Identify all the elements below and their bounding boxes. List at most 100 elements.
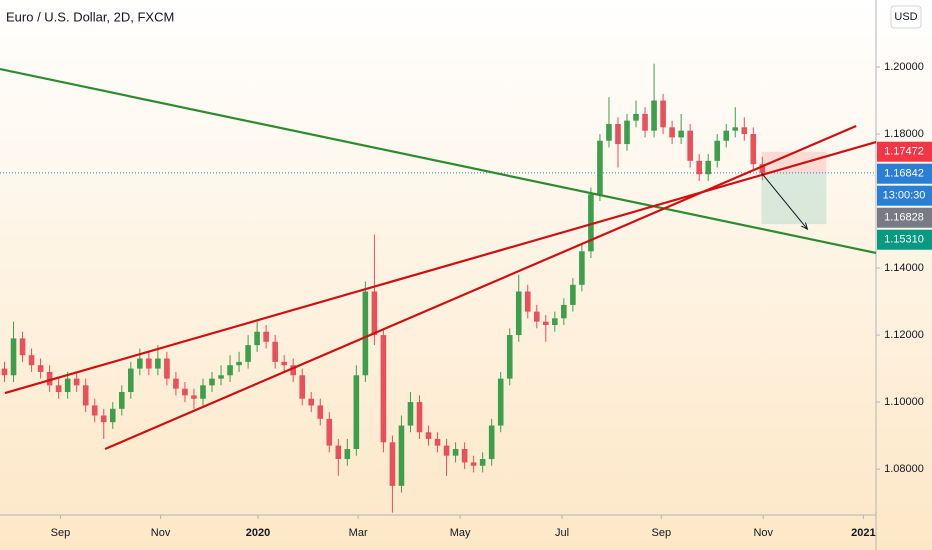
candle-body: [588, 194, 594, 252]
y-tick-label: 1.20000: [884, 61, 924, 73]
trend-line: [0, 67, 877, 255]
candle-body: [227, 365, 233, 376]
candle-body: [705, 160, 711, 175]
x-tick-label: Nov: [753, 527, 773, 539]
x-tick-label: Nov: [151, 527, 171, 539]
candle-body: [19, 338, 26, 356]
candle-body: [371, 291, 378, 336]
x-tick-label: 2021: [851, 527, 875, 539]
price-tag-label: 1.16828: [884, 212, 924, 224]
arrow: [761, 172, 808, 230]
currency-button[interactable]: [890, 5, 922, 29]
candle-body: [615, 123, 621, 145]
candle-body: [714, 140, 721, 161]
candle-body: [470, 462, 477, 466]
y-tick-label: 1.14000: [884, 262, 924, 274]
candle-body: [407, 402, 414, 426]
price-tag: [877, 163, 932, 184]
candle-body: [55, 385, 62, 393]
candle-body: [461, 448, 468, 463]
candle-body: [732, 127, 739, 131]
candle-body: [687, 130, 693, 161]
candle-body: [543, 321, 549, 326]
price-tag: [877, 229, 932, 250]
candle-body: [109, 408, 116, 423]
price-tag-label: 1.15310: [884, 234, 924, 246]
price-tag: [877, 141, 932, 162]
x-tick-label: Jul: [555, 527, 569, 539]
candle-body: [146, 358, 152, 369]
candle-body: [118, 392, 125, 409]
candle-body: [317, 405, 324, 419]
candle-body: [173, 378, 179, 389]
y-tick-label: 1.08000: [884, 463, 924, 475]
candle-body: [389, 442, 396, 486]
candle-body: [398, 425, 405, 486]
candle-body: [353, 375, 360, 449]
candle-body: [506, 335, 513, 379]
x-tick-label: Mar: [349, 527, 368, 539]
candle-body: [263, 331, 269, 342]
candle-body: [335, 445, 342, 460]
price-tag-label: 1.16842: [884, 168, 924, 180]
candle-body: [362, 291, 369, 376]
candle-body: [326, 418, 333, 446]
candle-body: [669, 127, 675, 138]
y-tick-label: 1.10000: [884, 396, 924, 408]
candle-body: [182, 388, 188, 396]
candle-body: [281, 361, 287, 366]
candle-body: [633, 113, 639, 121]
candle-body: [1, 368, 8, 376]
candle-body: [651, 100, 657, 131]
x-tick-label: Sep: [651, 527, 671, 539]
candle-body: [552, 318, 558, 326]
candle-body: [425, 432, 432, 439]
candle-body: [218, 375, 224, 379]
x-tick-label: May: [450, 527, 471, 539]
candle-body: [696, 160, 702, 175]
candle-body: [254, 331, 260, 346]
candle-body: [416, 402, 423, 433]
candle-body: [200, 385, 206, 399]
candle-body: [606, 123, 612, 141]
candle-body: [209, 378, 215, 386]
candle-body: [191, 395, 197, 399]
candle-body: [515, 291, 522, 336]
chart-title: Euro / U.S. Dollar, 2D, FXCM: [6, 9, 174, 24]
candle-body: [678, 130, 684, 138]
candle-body: [723, 130, 730, 141]
candle-body: [479, 459, 486, 466]
candle-body: [524, 291, 531, 312]
target-zone: [761, 172, 827, 225]
trend-line: [104, 124, 857, 451]
currency[interactable]: USD: [894, 11, 917, 23]
candle-body: [28, 355, 35, 366]
candle-body: [236, 361, 242, 366]
candle-body: [73, 378, 80, 386]
candle-body: [452, 448, 459, 456]
candle-body: [64, 378, 71, 393]
candle-body: [155, 358, 161, 369]
candle-body: [137, 358, 143, 369]
trend-line: [4, 141, 877, 395]
x-tick-label: Sep: [51, 527, 71, 539]
candle-body: [82, 385, 89, 406]
candle-body: [561, 304, 567, 319]
candle-body: [299, 375, 306, 399]
candle-body: [497, 378, 504, 426]
stop-zone: [761, 151, 827, 173]
candle-body: [741, 127, 748, 135]
candle-body: [46, 371, 53, 386]
candle-body: [128, 368, 134, 393]
price-tag: [877, 207, 932, 228]
candle-body: [533, 311, 540, 322]
y-tick-label: 1.18000: [884, 128, 924, 140]
candle-body: [290, 365, 296, 376]
candle-body: [750, 134, 757, 165]
candle-body: [37, 365, 44, 372]
candle-body: [488, 425, 495, 460]
candle-body: [164, 358, 170, 379]
candle-body: [579, 251, 585, 285]
